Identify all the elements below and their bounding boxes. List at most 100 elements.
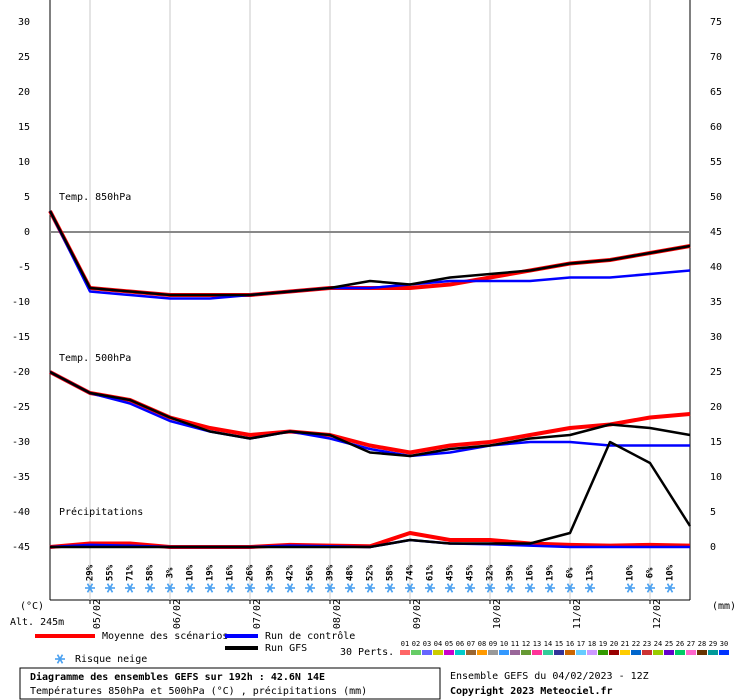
snow-risk-label: 16% bbox=[226, 564, 236, 581]
perturbation-label: 23 bbox=[643, 640, 651, 648]
snow-risk-label: 56% bbox=[306, 564, 316, 581]
snow-risk-label: 39% bbox=[506, 564, 516, 581]
perturbation-swatch bbox=[455, 650, 465, 655]
snow-icon bbox=[566, 583, 574, 593]
perturbation-swatch bbox=[422, 650, 432, 655]
snow-icon bbox=[386, 583, 394, 593]
perturbation-swatch bbox=[598, 650, 608, 655]
perturbation-label: 07 bbox=[467, 640, 475, 648]
snow-risk-label: 42% bbox=[286, 564, 296, 581]
snow-risk-label: 3% bbox=[166, 567, 176, 578]
series-line bbox=[49, 370, 691, 455]
snow-icon bbox=[56, 654, 64, 664]
y-tick-label: -35 bbox=[12, 472, 30, 483]
y2-tick-label: 15 bbox=[710, 437, 722, 448]
footer-title: Diagramme des ensembles GEFS sur 192h : … bbox=[30, 671, 325, 683]
annotation: Précipitations bbox=[59, 506, 143, 518]
snow-icon bbox=[366, 583, 374, 593]
y2-tick-label: 55 bbox=[710, 157, 722, 168]
legend-label: Run GFS bbox=[265, 643, 307, 654]
snow-icon bbox=[226, 583, 234, 593]
snow-risk-label: 58% bbox=[386, 564, 396, 581]
perturbation-swatch bbox=[587, 650, 597, 655]
snow-risk-label: 19% bbox=[546, 564, 556, 581]
y-tick-label: -10 bbox=[12, 297, 30, 308]
perturbation-label: 08 bbox=[478, 640, 486, 648]
y-tick-label: -5 bbox=[18, 262, 30, 273]
perturbation-swatch bbox=[521, 650, 531, 655]
snow-icon bbox=[146, 583, 154, 593]
perturbation-label: 27 bbox=[687, 640, 695, 648]
snow-risk-label: 74% bbox=[406, 564, 416, 581]
perturbation-swatch bbox=[532, 650, 542, 655]
snow-icon bbox=[426, 583, 434, 593]
snow-risk-label: 61% bbox=[426, 564, 436, 581]
series-line bbox=[49, 370, 690, 458]
footer-subtitle: Températures 850hPa et 500hPa (°C) , pré… bbox=[30, 685, 367, 697]
series-line bbox=[49, 531, 691, 549]
y2-tick-label: 45 bbox=[710, 227, 722, 238]
series-line bbox=[48, 210, 691, 300]
perturbation-label: 02 bbox=[412, 640, 420, 648]
perturbation-label: 21 bbox=[621, 640, 629, 648]
snow-risk-label: 6% bbox=[646, 567, 656, 578]
series-line bbox=[48, 210, 691, 297]
snow-icon bbox=[246, 583, 254, 593]
altitude: Alt. 245m bbox=[10, 617, 64, 628]
snow-icon bbox=[346, 583, 354, 593]
annotation: Temp. 500hPa bbox=[59, 353, 131, 364]
footer-copyright: Copyright 2023 Meteociel.fr bbox=[450, 685, 613, 697]
snow-risk-label: 71% bbox=[126, 564, 136, 581]
perturbation-swatch bbox=[642, 650, 652, 655]
snow-risk-label: 19% bbox=[206, 564, 216, 581]
perturbation-label: 01 bbox=[401, 640, 409, 648]
snow-icon bbox=[186, 583, 194, 593]
y-unit: (°C) bbox=[20, 601, 44, 612]
snow-icon bbox=[466, 583, 474, 593]
snow-icon bbox=[126, 583, 134, 593]
y-tick-label: 0 bbox=[24, 227, 30, 238]
y-tick-label: -20 bbox=[12, 367, 30, 378]
snow-risk-label: 16% bbox=[526, 564, 536, 581]
snow-risk-label: 6% bbox=[566, 567, 576, 578]
snow-icon bbox=[586, 583, 594, 593]
perturbation-label: 25 bbox=[665, 640, 673, 648]
perturbation-label: 26 bbox=[676, 640, 684, 648]
snow-icon bbox=[166, 583, 174, 593]
snow-icon bbox=[286, 583, 294, 593]
perturbation-swatch bbox=[631, 650, 641, 655]
snow-icon bbox=[206, 583, 214, 593]
snow-risk-label: 10% bbox=[666, 564, 676, 581]
legend-label: Moyenne des scénarios bbox=[102, 630, 228, 642]
snow-icon bbox=[306, 583, 314, 593]
y2-unit: (mm) bbox=[712, 601, 736, 612]
x-tick-label: 08/02 bbox=[332, 599, 343, 629]
x-tick-label: 12/02 bbox=[652, 599, 663, 629]
y-tick-label: 15 bbox=[18, 122, 30, 133]
snow-risk-label: 39% bbox=[266, 564, 276, 581]
perturbation-swatch bbox=[675, 650, 685, 655]
snow-icon bbox=[486, 583, 494, 593]
snow-icon bbox=[446, 583, 454, 593]
snow-icon bbox=[266, 583, 274, 593]
snow-risk-label: 39% bbox=[326, 564, 336, 581]
snow-risk-label: 55% bbox=[106, 564, 116, 581]
perturbation-label: 10 bbox=[500, 640, 508, 648]
x-tick-label: 10/02 bbox=[492, 599, 503, 629]
y-tick-label: 10 bbox=[18, 157, 30, 168]
perturbation-label: 29 bbox=[709, 640, 717, 648]
snow-risk-label: 10% bbox=[186, 564, 196, 581]
y-tick-label: -15 bbox=[12, 332, 30, 343]
series-line bbox=[50, 440, 692, 549]
perturbation-label: 30 bbox=[720, 640, 728, 648]
perturbation-swatch bbox=[411, 650, 421, 655]
snow-risk-label: 10% bbox=[626, 564, 636, 581]
snow-risk-label: 52% bbox=[366, 564, 376, 581]
legend-label: Run de contrôle bbox=[265, 630, 355, 642]
perturbation-swatch bbox=[400, 650, 410, 655]
perturbation-swatch bbox=[565, 650, 575, 655]
perturbation-label: 03 bbox=[423, 640, 431, 648]
y2-tick-label: 35 bbox=[710, 297, 722, 308]
perturbation-swatch bbox=[554, 650, 564, 655]
y-tick-label: 20 bbox=[18, 87, 30, 98]
